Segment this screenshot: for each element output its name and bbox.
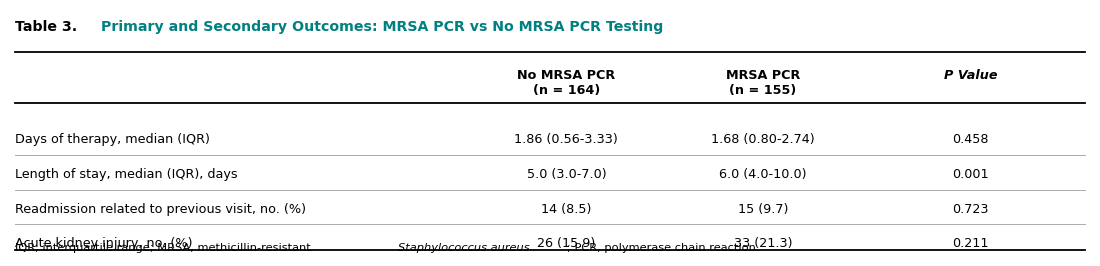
Text: Length of stay, median (IQR), days: Length of stay, median (IQR), days [15,168,238,181]
Text: Primary and Secondary Outcomes: MRSA PCR vs No MRSA PCR Testing: Primary and Secondary Outcomes: MRSA PCR… [101,20,663,34]
Text: 0.001: 0.001 [952,168,989,181]
Text: No MRSA PCR
(n = 164): No MRSA PCR (n = 164) [517,69,615,97]
Text: 0.458: 0.458 [952,133,989,146]
Text: 26 (15.9): 26 (15.9) [537,237,595,250]
Text: 14 (8.5): 14 (8.5) [541,203,592,215]
Text: IQR, interquartile range; MRSA, methicillin-resistant: IQR, interquartile range; MRSA, methicil… [15,243,315,253]
Text: MRSA PCR
(n = 155): MRSA PCR (n = 155) [726,69,800,97]
Text: 0.211: 0.211 [952,237,989,250]
Text: P Value: P Value [944,69,997,82]
Text: 15 (9.7): 15 (9.7) [738,203,788,215]
Text: 1.68 (0.80-2.74): 1.68 (0.80-2.74) [711,133,815,146]
Text: Days of therapy, median (IQR): Days of therapy, median (IQR) [15,133,210,146]
Text: Acute kidney injury, no. (%): Acute kidney injury, no. (%) [15,237,192,250]
Text: 33 (21.3): 33 (21.3) [734,237,792,250]
Text: 5.0 (3.0-7.0): 5.0 (3.0-7.0) [527,168,606,181]
Text: 0.723: 0.723 [952,203,989,215]
Text: Table 3.: Table 3. [15,20,82,34]
Text: Readmission related to previous visit, no. (%): Readmission related to previous visit, n… [15,203,306,215]
Text: 6.0 (4.0-10.0): 6.0 (4.0-10.0) [719,168,806,181]
Text: ; PCR, polymerase chain reaction.: ; PCR, polymerase chain reaction. [566,243,759,253]
Text: Staphylococcus aureus: Staphylococcus aureus [398,243,530,253]
Text: 1.86 (0.56-3.33): 1.86 (0.56-3.33) [515,133,618,146]
